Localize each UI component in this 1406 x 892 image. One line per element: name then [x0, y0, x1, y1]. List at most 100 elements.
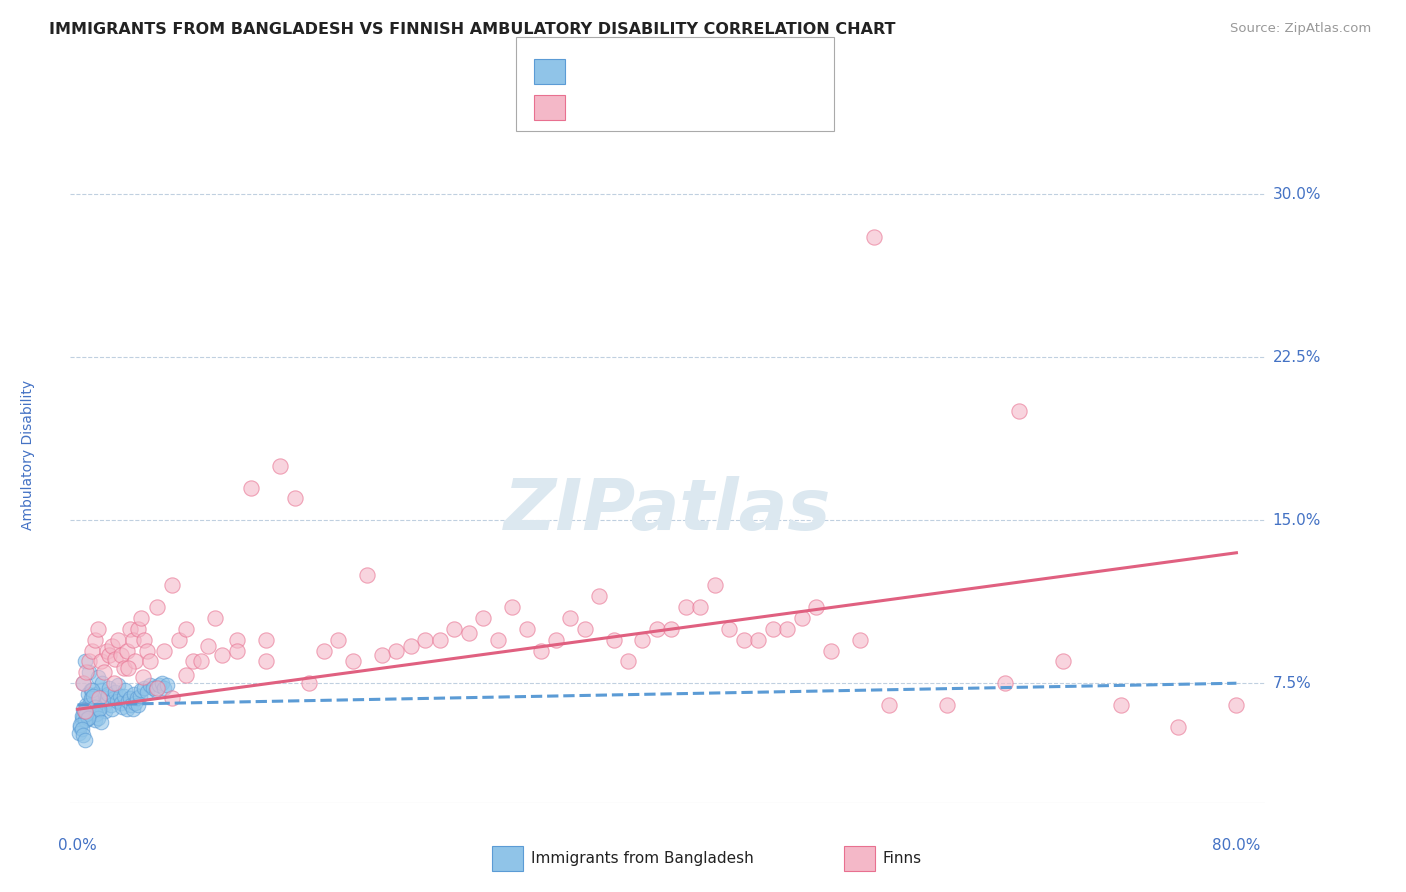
Point — [125, 691, 148, 706]
Point — [70, 713, 93, 727]
Point — [1052, 655, 1074, 669]
Point — [254, 655, 277, 669]
Point — [994, 676, 1017, 690]
Point — [863, 230, 886, 244]
Point — [225, 632, 247, 647]
Point — [97, 687, 120, 701]
Point — [70, 708, 93, 723]
Point — [67, 726, 90, 740]
Point — [174, 622, 197, 636]
Point — [457, 626, 479, 640]
Point — [312, 643, 335, 657]
Text: Source: ZipAtlas.com: Source: ZipAtlas.com — [1230, 22, 1371, 36]
Text: 30.0%: 30.0% — [1272, 186, 1320, 202]
Point — [87, 670, 110, 684]
Point — [77, 655, 100, 669]
Point — [100, 698, 122, 712]
Point — [127, 698, 149, 712]
Point — [269, 458, 291, 473]
Point — [103, 691, 125, 706]
Text: Finns: Finns — [883, 851, 922, 865]
Point — [87, 622, 110, 636]
Point — [76, 711, 98, 725]
Point — [849, 632, 872, 647]
Point — [118, 691, 141, 706]
Point — [588, 589, 610, 603]
Point — [183, 655, 205, 669]
Point — [120, 698, 142, 712]
Point — [101, 702, 124, 716]
Point — [72, 676, 94, 690]
Point — [84, 713, 107, 727]
Point — [516, 622, 538, 636]
Point — [73, 713, 96, 727]
Point — [429, 632, 451, 647]
Point — [121, 702, 143, 716]
Point — [115, 702, 138, 716]
Point — [413, 632, 436, 647]
Text: ZIPatlas: ZIPatlas — [505, 476, 831, 545]
Point — [90, 655, 112, 669]
Point — [174, 667, 197, 681]
Point — [75, 706, 97, 721]
Point — [75, 713, 97, 727]
Point — [89, 691, 111, 706]
Point — [820, 643, 842, 657]
Point — [121, 632, 143, 647]
Point — [371, 648, 394, 662]
Point — [544, 632, 567, 647]
Point — [76, 687, 98, 701]
Text: Ambulatory Disability: Ambulatory Disability — [21, 380, 35, 530]
Point — [645, 622, 668, 636]
Point — [80, 691, 103, 706]
Point — [501, 600, 523, 615]
Point — [89, 702, 111, 716]
Point — [558, 611, 581, 625]
Point — [790, 611, 813, 625]
Point — [530, 643, 553, 657]
Point — [129, 682, 152, 697]
Point — [129, 611, 152, 625]
Point — [718, 622, 741, 636]
Point — [69, 717, 91, 731]
Point — [80, 643, 103, 657]
Point — [631, 632, 654, 647]
Point — [328, 632, 350, 647]
Point — [104, 685, 127, 699]
Point — [73, 655, 96, 669]
Point — [73, 705, 96, 719]
Point — [167, 632, 190, 647]
Point — [93, 698, 115, 712]
Point — [117, 693, 139, 707]
Point — [153, 681, 176, 695]
Point — [142, 681, 165, 695]
Point — [117, 661, 139, 675]
Point — [145, 682, 167, 697]
Point — [110, 648, 132, 662]
Point — [225, 643, 247, 657]
Point — [298, 676, 321, 690]
Point — [90, 715, 112, 730]
Point — [118, 622, 141, 636]
Point — [136, 685, 159, 699]
Point — [284, 491, 307, 506]
Point — [146, 681, 169, 695]
Point — [136, 643, 159, 657]
Text: R =: R = — [576, 98, 613, 116]
Text: 80.0%: 80.0% — [1212, 838, 1261, 854]
Point — [385, 643, 408, 657]
Point — [733, 632, 755, 647]
Point — [107, 632, 129, 647]
Point — [82, 690, 104, 704]
Text: 75: 75 — [710, 62, 733, 80]
Point — [486, 632, 509, 647]
Point — [153, 643, 176, 657]
Point — [443, 622, 465, 636]
Point — [254, 632, 277, 647]
Point — [240, 481, 263, 495]
Point — [661, 622, 683, 636]
Point — [80, 682, 103, 697]
Point — [776, 622, 799, 636]
Point — [146, 600, 169, 615]
Point — [73, 732, 96, 747]
